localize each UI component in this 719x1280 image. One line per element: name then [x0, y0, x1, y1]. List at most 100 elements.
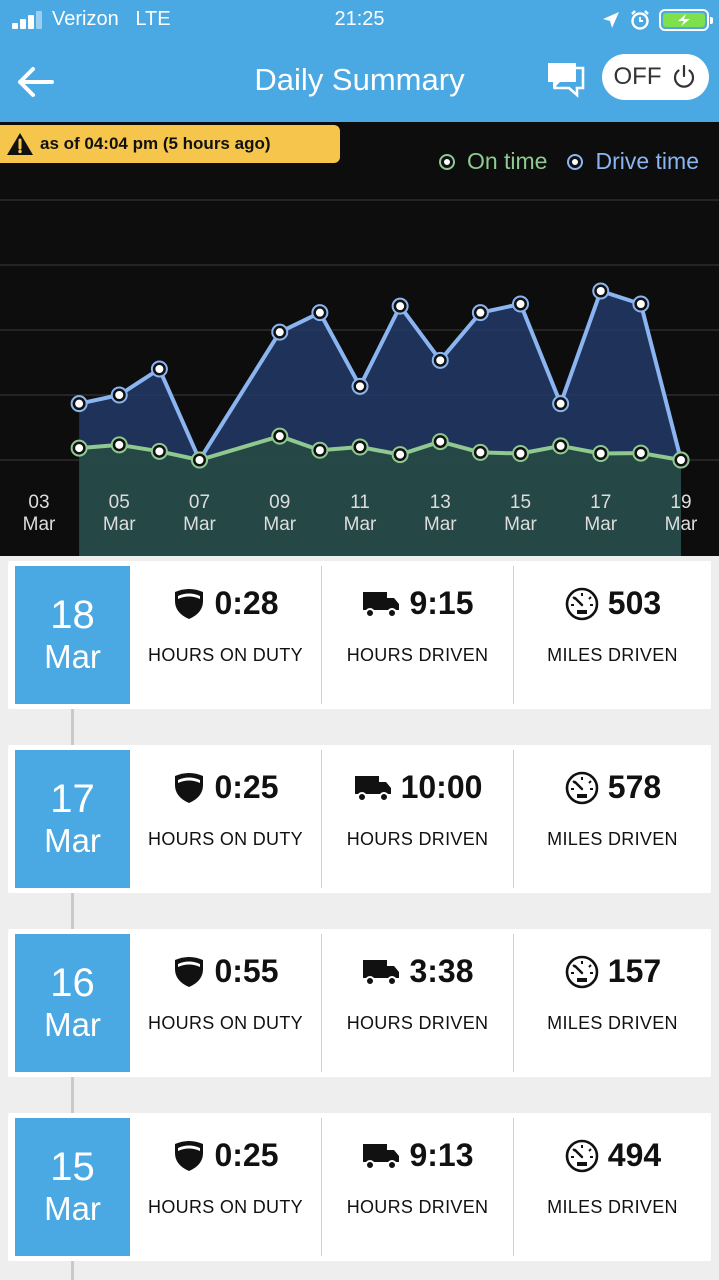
- shield-icon: [175, 588, 204, 619]
- hours-on-duty-stat: 0:28 HOURS ON DUTY: [130, 561, 321, 709]
- data-point-on-time: [513, 446, 528, 461]
- data-point-drive-time: [593, 284, 608, 298]
- data-point-ring: [150, 442, 168, 460]
- data-point-on-time: [433, 434, 448, 449]
- timeline-connector: [71, 1261, 74, 1280]
- app-header: Daily Summary OFF: [0, 40, 719, 122]
- network-type: LTE: [135, 8, 171, 30]
- data-point-ring: [311, 304, 329, 322]
- data-point-ring: [311, 441, 329, 459]
- hours-on-duty-label: HOURS ON DUTY: [148, 1013, 303, 1033]
- shield-icon: [175, 1140, 204, 1171]
- hours-driven-label: HOURS DRIVEN: [346, 1197, 489, 1217]
- truck-icon: [363, 591, 400, 618]
- data-point-ring: [351, 438, 369, 456]
- carrier-label: Verizon LTE: [52, 8, 171, 31]
- data-point-drive-time: [473, 305, 488, 320]
- hours-driven-value: 9:13: [409, 1137, 474, 1173]
- power-toggle-button[interactable]: OFF: [602, 54, 709, 100]
- date-month: Mar: [44, 1190, 101, 1227]
- data-point-ring: [70, 395, 88, 413]
- data-point-on-time: [633, 446, 648, 461]
- day-summary-card[interactable]: 16 Mar 0:55 HOURS ON DUTY 3:38 HOURS DRIVEN 15…: [8, 929, 711, 1077]
- timeline-connector: [71, 1077, 74, 1113]
- warning-icon: [7, 133, 33, 155]
- data-point-on-time: [312, 443, 327, 458]
- speedometer-icon: [565, 1139, 599, 1172]
- status-time: 21:25: [334, 8, 385, 30]
- day-summary-card[interactable]: 18 Mar 0:28 HOURS ON DUTY 9:15 HOURS DRIVEN 50…: [8, 561, 711, 709]
- data-point-ring: [191, 451, 208, 469]
- data-point-drive-time: [112, 388, 127, 402]
- timeline-connector: [71, 709, 74, 745]
- data-point-ring: [110, 386, 128, 404]
- hours-on-duty-stat: 0:25 HOURS ON DUTY: [130, 1113, 321, 1261]
- status-bar: Verizon LTE 21:25: [0, 0, 719, 40]
- date-day: 17: [50, 777, 95, 821]
- hours-driven-stat: 3:38 HOURS DRIVEN: [322, 929, 513, 1077]
- hours-driven-value: 10:00: [400, 769, 483, 805]
- data-point-on-time: [192, 453, 207, 467]
- truck-icon: [354, 775, 391, 802]
- x-tick-label-month: Mar: [183, 514, 216, 535]
- data-point-ring: [471, 443, 489, 461]
- data-point-ring: [632, 295, 650, 313]
- back-arrow-icon[interactable]: [14, 60, 58, 104]
- stat-divider: [513, 750, 514, 888]
- x-tick-label-day: 09: [269, 492, 290, 513]
- data-point-ring: [391, 446, 409, 464]
- data-point-drive-time: [633, 297, 648, 311]
- alarm-clock-icon: [631, 10, 649, 30]
- timeline-connector: [71, 893, 74, 929]
- x-tick-label-day: 07: [189, 492, 210, 513]
- data-point-ring: [70, 439, 88, 457]
- data-point-ring: [592, 445, 610, 462]
- x-tick-label-day: 11: [350, 492, 370, 513]
- legend-item-on-time[interactable]: On time: [440, 148, 548, 175]
- x-tick-label-month: Mar: [504, 514, 537, 535]
- legend-label-on-time: On time: [466, 148, 548, 174]
- stat-divider: [321, 934, 322, 1072]
- data-point-ring: [471, 304, 489, 322]
- data-point-on-time: [393, 447, 408, 462]
- data-point-drive-time: [353, 379, 367, 394]
- miles-driven-value: 494: [607, 1137, 662, 1173]
- hours-on-duty-value: 0:25: [214, 769, 279, 805]
- date-month: Mar: [44, 638, 101, 675]
- miles-driven-label: MILES DRIVEN: [547, 645, 678, 665]
- x-tick-label-month: Mar: [23, 514, 56, 535]
- date-badge: 16 Mar: [15, 934, 130, 1072]
- data-point-drive-time: [393, 299, 408, 314]
- data-point-on-time: [473, 445, 488, 460]
- day-summary-card[interactable]: 17 Mar 0:25 HOURS ON DUTY 10:00 HOURS DRIVEN 5…: [8, 745, 711, 893]
- legend-item-drive-time[interactable]: Drive time: [569, 148, 699, 175]
- chart-plot: 03Mar05Mar07Mar09Mar11Mar13Mar15Mar17Mar…: [0, 199, 719, 556]
- data-point-drive-time: [72, 396, 87, 411]
- power-toggle-label: OFF: [613, 63, 662, 90]
- x-tick-label-day: 17: [590, 492, 611, 513]
- miles-driven-value: 578: [607, 769, 662, 805]
- miles-driven-stat: 494 MILES DRIVEN: [514, 1113, 711, 1261]
- data-point-ring: [431, 351, 449, 369]
- miles-driven-value: 157: [607, 953, 662, 989]
- messages-icon[interactable]: [545, 60, 587, 100]
- data-point-drive-time: [433, 353, 448, 368]
- data-point-on-time: [593, 446, 608, 461]
- data-point-ring: [351, 377, 369, 395]
- data-point-ring: [431, 433, 449, 451]
- miles-driven-stat: 157 MILES DRIVEN: [514, 929, 711, 1077]
- data-point-on-time: [353, 440, 367, 454]
- hours-on-duty-label: HOURS ON DUTY: [148, 1197, 303, 1217]
- hours-on-duty-label: HOURS ON DUTY: [148, 829, 303, 849]
- date-day: 15: [50, 1145, 95, 1189]
- data-point-ring: [271, 323, 289, 341]
- miles-driven-label: MILES DRIVEN: [547, 829, 678, 849]
- legend-label-drive-time: Drive time: [595, 148, 699, 174]
- truck-icon: [363, 1143, 400, 1170]
- hours-driven-label: HOURS DRIVEN: [346, 1013, 489, 1033]
- chart-legend: On time Drive time: [440, 148, 699, 175]
- status-icons: [601, 7, 713, 33]
- hours-driven-label: HOURS DRIVEN: [346, 645, 489, 665]
- carrier-name: Verizon: [52, 8, 119, 30]
- day-summary-card[interactable]: 15 Mar 0:25 HOURS ON DUTY 9:13 HOURS DRIVEN 49…: [8, 1113, 711, 1261]
